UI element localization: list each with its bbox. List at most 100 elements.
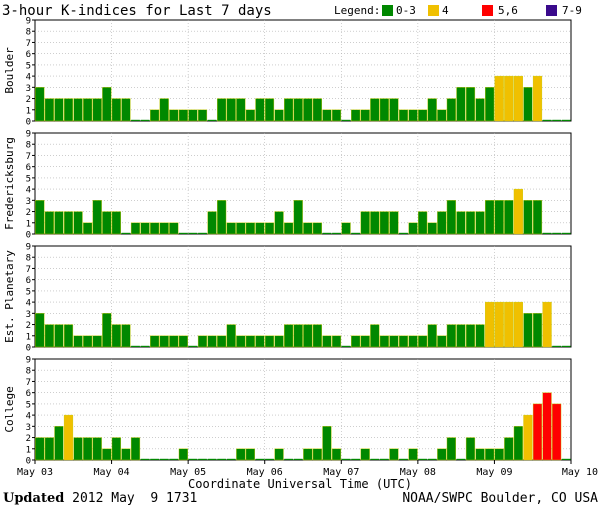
k-index-bar (188, 345, 198, 347)
k-index-bar (389, 98, 399, 122)
k-index-bar (121, 324, 131, 348)
y-tick-label: 6 (26, 50, 31, 60)
k-index-bar (351, 458, 361, 460)
k-index-bar (523, 87, 533, 122)
k-index-bar (293, 324, 303, 348)
k-index-bar (389, 335, 399, 348)
k-index-bar (236, 222, 246, 235)
k-index-bar (54, 98, 64, 122)
k-index-bar (44, 98, 54, 122)
legend-swatch-0 (382, 5, 393, 16)
k-index-bar (226, 458, 236, 460)
chart-legend: Legend: 0-3 4 5,6 7-9 (334, 4, 582, 17)
k-index-bar (408, 335, 418, 348)
k-index-bar (150, 109, 160, 122)
k-index-bar (485, 301, 495, 348)
k-index-bar (245, 109, 255, 122)
k-index-bar (389, 211, 399, 235)
panels: 0123456789Boulder0123456789Fredericksbur… (3, 17, 572, 467)
k-index-bar (159, 222, 169, 235)
y-tick-label: 5 (26, 61, 31, 71)
k-index-bar (207, 211, 217, 235)
k-index-bar (465, 324, 476, 348)
k-index-bar (274, 448, 284, 461)
k-index-bar (475, 211, 485, 235)
k-index-bar (130, 222, 141, 235)
y-tick-label: 1 (26, 332, 31, 342)
k-index-bar (140, 222, 150, 235)
k-index-bar (303, 448, 313, 461)
panel-label: Boulder (3, 47, 16, 94)
k-index-bar (552, 403, 562, 461)
k-index-bar (379, 211, 389, 235)
k-index-bar (312, 222, 322, 235)
k-index-bar (322, 109, 332, 122)
k-index-bar (83, 335, 93, 348)
k-index-bar (293, 458, 303, 460)
y-tick-label: 2 (26, 95, 31, 105)
k-index-bar (561, 458, 571, 460)
k-index-bar (217, 200, 227, 235)
k-index-bar (131, 119, 140, 121)
k-index-bar (293, 200, 303, 235)
k-index-bar (485, 87, 495, 122)
k-index-bar (140, 458, 150, 460)
credit-text: NOAA/SWPC Boulder, CO USA (402, 491, 598, 506)
legend-label-2: 5,6 (498, 4, 518, 17)
k-index-bar (226, 324, 236, 348)
updated-timestamp: Updated 2012 May 9 1731 (3, 491, 197, 506)
y-tick-label: 3 (26, 423, 31, 433)
k-index-bar (63, 324, 74, 348)
y-tick-label: 7 (26, 378, 31, 388)
k-index-bar (494, 75, 504, 122)
k-index-bar (370, 458, 380, 460)
k-index-bar (121, 98, 131, 122)
k-index-bar (73, 335, 83, 348)
x-tick-label: May 05 (170, 467, 206, 478)
k-index-bar (73, 437, 83, 461)
k-index-bar (322, 232, 332, 234)
x-tick-label: May 08 (400, 467, 436, 478)
k-index-bar (178, 109, 188, 122)
k-index-bar (111, 211, 121, 235)
y-tick-label: 1 (26, 219, 31, 229)
y-tick-label: 4 (26, 73, 31, 83)
y-tick-label: 3 (26, 84, 31, 94)
k-index-bar (312, 324, 322, 348)
k-index-bar (341, 119, 351, 121)
k-index-bar (236, 335, 246, 348)
k-index-bar (169, 109, 179, 122)
k-index-bar (159, 458, 169, 460)
k-index-bar (561, 345, 571, 347)
legend-title: Legend: (334, 4, 380, 17)
y-tick-label: 8 (26, 28, 31, 38)
footer: Updated 2012 May 9 1731 NOAA/SWPC Boulde… (0, 490, 600, 510)
k-index-bar (360, 109, 370, 122)
k-index-bar (111, 324, 121, 348)
y-tick-label: 5 (26, 174, 31, 184)
y-tick-label: 7 (26, 265, 31, 275)
y-tick-label: 9 (26, 130, 31, 140)
k-index-bar (312, 448, 322, 461)
k-index-bar (389, 448, 399, 461)
k-index-bar (131, 345, 140, 347)
k-index-bar (92, 98, 102, 122)
y-tick-label: 0 (26, 344, 31, 354)
k-index-bar (217, 458, 227, 460)
k-index-bar (532, 75, 543, 122)
y-tick-label: 9 (26, 243, 31, 253)
k-index-bar (399, 458, 408, 460)
k-index-bar (217, 98, 227, 122)
y-tick-label: 2 (26, 321, 31, 331)
k-index-bar (418, 109, 428, 122)
k-index-bar (351, 335, 361, 348)
y-tick-label: 1 (26, 445, 31, 455)
k-index-bar (552, 119, 562, 121)
k-index-bar (150, 458, 160, 460)
k-index-bar (207, 335, 217, 348)
k-index-bar (159, 335, 169, 348)
k-index-bar (159, 98, 169, 122)
k-index-bar (370, 211, 380, 235)
